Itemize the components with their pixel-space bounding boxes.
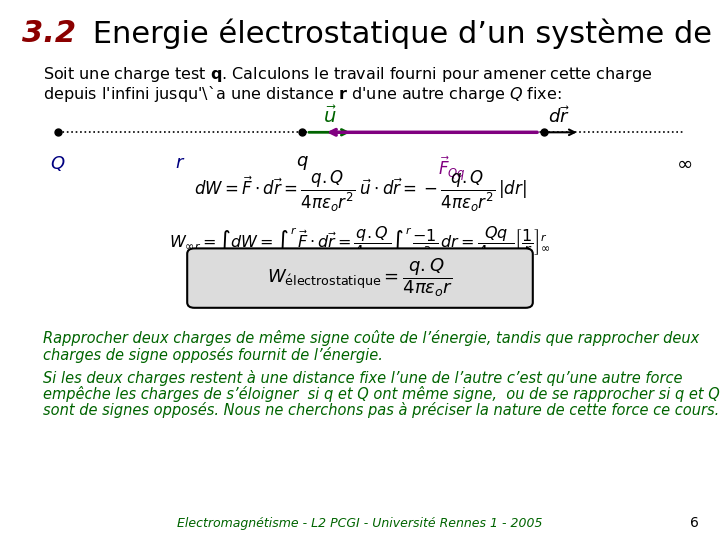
Text: $\vec{F}_{Qq}$: $\vec{F}_{Qq}$	[438, 154, 466, 183]
Text: Si les deux charges restent à une distance fixe l’une de l’autre c’est qu’une au: Si les deux charges restent à une distan…	[43, 370, 683, 386]
Text: $dW = \vec{F}\cdot d\vec{r} = \dfrac{q.Q}{4\pi\varepsilon_o r^2}\;\vec{u}\cdot d: $dW = \vec{F}\cdot d\vec{r} = \dfrac{q.Q…	[194, 169, 526, 214]
Text: $d\vec{r}$: $d\vec{r}$	[549, 106, 570, 127]
Text: 6: 6	[690, 516, 698, 530]
Text: $r$: $r$	[175, 154, 185, 172]
Text: Electromagnétisme - L2 PCGI - Université Rennes 1 - 2005: Electromagnétisme - L2 PCGI - Université…	[177, 517, 543, 530]
Text: Rapprocher deux charges de même signe coûte de l’énergie, tandis que rapprocher : Rapprocher deux charges de même signe co…	[43, 330, 699, 347]
Text: $q$: $q$	[296, 154, 309, 172]
Text: $\vec{u}$: $\vec{u}$	[323, 106, 337, 127]
Text: 3.2: 3.2	[22, 19, 76, 48]
Text: Energie électrostatique d’un système de charges: Energie électrostatique d’un système de …	[83, 19, 720, 49]
Text: depuis l'infini jusqu'\`a une distance $\mathbf{r}$ d'une autre charge $\mathit{: depuis l'infini jusqu'\`a une distance $…	[43, 84, 562, 104]
Text: Soit une charge test $\mathbf{q}$. Calculons le travail fourni pour amener cette: Soit une charge test $\mathbf{q}$. Calcu…	[43, 65, 652, 84]
Text: $W_{\mathrm{\acute{e}lectrostatique}} = \dfrac{q.Q}{4\pi\varepsilon_o r}$: $W_{\mathrm{\acute{e}lectrostatique}} = …	[267, 256, 453, 299]
Text: charges de signe opposés fournit de l’énergie.: charges de signe opposés fournit de l’én…	[43, 347, 383, 363]
Text: empêche les charges de s’éloigner  si q et Q ont même signe,  ou de se rapproche: empêche les charges de s’éloigner si q e…	[43, 386, 720, 402]
FancyBboxPatch shape	[187, 248, 533, 308]
Text: sont de signes opposés. Nous ne cherchons pas à préciser la nature de cette forc: sont de signes opposés. Nous ne cherchon…	[43, 402, 719, 418]
Text: $W_{\infty r} = \int dW = \int_{\infty}^{r} \vec{F}\cdot d\vec{r} = \dfrac{q.Q}{: $W_{\infty r} = \int dW = \int_{\infty}^…	[169, 225, 551, 264]
Text: $Q$: $Q$	[50, 154, 66, 173]
Text: $\infty$: $\infty$	[676, 154, 692, 173]
